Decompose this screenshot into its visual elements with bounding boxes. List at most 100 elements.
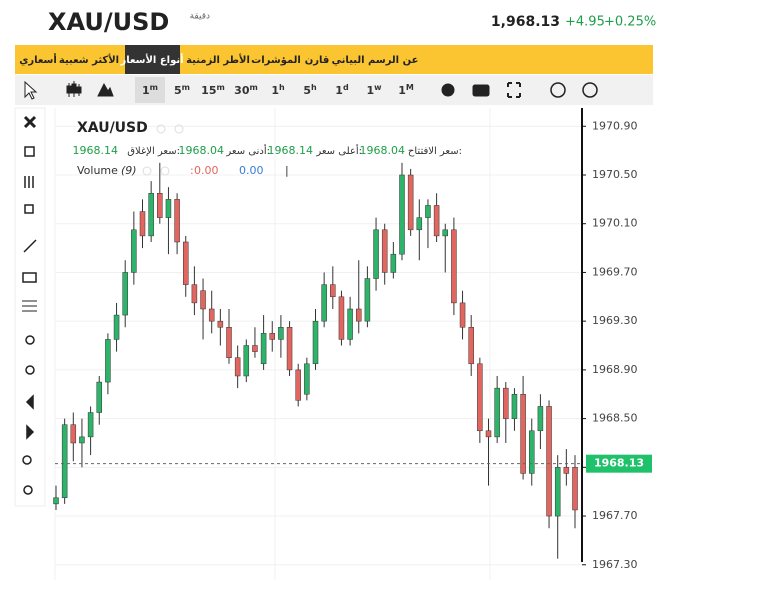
tool-right[interactable]	[26, 424, 35, 440]
y-tick-label: 1970.90	[592, 119, 638, 132]
candle-body	[529, 430, 535, 474]
area-icon[interactable]	[97, 82, 114, 97]
tf-unit: h	[279, 83, 285, 92]
tool-magnet[interactable]	[22, 455, 32, 465]
candles-icon[interactable]	[66, 81, 82, 97]
timeframe[interactable]: 1d	[335, 83, 349, 98]
toolbar	[15, 75, 653, 105]
candle-body	[217, 320, 224, 328]
low: 1968.04	[179, 144, 225, 157]
tool-clone[interactable]	[24, 204, 34, 214]
candle-body	[485, 430, 492, 438]
left-tools	[22, 115, 37, 495]
left-toolbar	[14, 107, 46, 507]
y-tick-label: 1967.30	[592, 558, 638, 571]
interval: دقيقة	[190, 12, 210, 22]
tool-lock[interactable]	[23, 485, 33, 495]
candle-body	[433, 205, 440, 237]
candle-body	[347, 308, 353, 340]
y-tick-label: 1969.70	[592, 265, 638, 278]
candle-body	[390, 253, 397, 273]
tool-clear-all[interactable]	[24, 176, 34, 188]
candle-body	[563, 467, 570, 474]
timeframe[interactable]: 5h	[303, 83, 317, 98]
tf-unit: m	[216, 83, 224, 92]
candle-body	[200, 290, 206, 310]
candle-body	[278, 327, 284, 340]
download-icon[interactable]	[550, 82, 566, 98]
timeframe[interactable]: 1w	[366, 83, 382, 98]
candle-body	[338, 296, 345, 340]
menu-item[interactable]: المؤشرات	[251, 55, 301, 66]
tf-number: 5	[174, 84, 182, 97]
timeframe[interactable]: 1m	[142, 83, 158, 98]
timeframe[interactable]: 5m	[174, 83, 190, 98]
candle-body	[330, 284, 336, 298]
timeframe[interactable]: 1M	[398, 83, 414, 98]
tool-line[interactable]	[23, 239, 37, 253]
candle-body	[494, 387, 500, 438]
candle-body	[381, 229, 388, 273]
tool-zoom-in[interactable]	[25, 335, 35, 345]
upload-icon[interactable]	[582, 82, 598, 98]
title: XAU/USD	[48, 8, 169, 36]
candle-body	[234, 357, 241, 377]
candle-body	[572, 467, 578, 511]
candle-body	[174, 199, 180, 243]
low-label: أدنى سعر:	[225, 144, 270, 157]
cursor-icon[interactable]	[24, 80, 38, 100]
candle-body	[511, 393, 518, 419]
candle-body	[304, 363, 310, 395]
tf-number: 5	[303, 84, 311, 97]
candle-body	[399, 174, 405, 255]
open: 1968.04	[360, 144, 406, 157]
tool-zoom-out[interactable]	[25, 365, 35, 375]
candle-body	[243, 345, 250, 377]
candle-body	[286, 327, 293, 371]
candle-body	[53, 497, 59, 505]
candle-body	[468, 327, 474, 365]
change-pct: +0.25%	[604, 15, 656, 30]
menu: أسعاري الأكثر شعبية أنواع الأسعار الأطر الز…	[19, 53, 418, 66]
volume-label: Volume	[77, 164, 118, 177]
tf-unit: w	[374, 83, 382, 92]
settings-icon[interactable]	[441, 83, 455, 97]
candle-body	[373, 229, 379, 279]
tool-fib[interactable]	[22, 300, 37, 312]
menu-item[interactable]: أسعاري	[19, 53, 57, 66]
menu-item[interactable]: قارن	[305, 55, 330, 66]
candle-body	[546, 406, 552, 517]
gear-icon[interactable]	[174, 124, 184, 134]
menu-item[interactable]: الأكثر شعبية	[59, 53, 119, 66]
tool-left[interactable]	[25, 394, 34, 410]
y-tick-label: 1967.70	[592, 509, 638, 522]
fullscreen-icon[interactable]	[507, 82, 521, 98]
price-tag-label: 1968.13	[594, 457, 644, 470]
legend-symbol: XAU/USD	[77, 120, 148, 136]
gear-icon[interactable]	[160, 166, 170, 176]
menu-item[interactable]: عن الرسم البياني	[332, 55, 419, 66]
y-tick-label: 1969.30	[592, 314, 638, 327]
tf-unit: d	[343, 83, 349, 92]
timeframe[interactable]: 1h	[271, 83, 285, 98]
close-label: سعر الإغلاق:	[127, 146, 180, 157]
timeframe[interactable]: 30m	[234, 83, 258, 98]
candle-body	[122, 272, 128, 316]
timeframe[interactable]: 15m	[201, 83, 225, 98]
tool-rect[interactable]	[22, 272, 37, 283]
candle-body	[416, 217, 423, 231]
camera-icon[interactable]	[472, 84, 490, 97]
tool-delete[interactable]	[23, 115, 37, 129]
tool-clear[interactable]	[24, 146, 35, 157]
tf-unit: m	[150, 83, 158, 92]
candle-body	[520, 393, 526, 474]
menu-item[interactable]: الأطر الزمنية	[186, 53, 250, 66]
candle-body	[442, 229, 448, 237]
eye-icon[interactable]	[156, 124, 166, 134]
cursor-mark: |	[285, 164, 289, 177]
menu-item[interactable]: أنواع الأسعار	[119, 53, 183, 66]
price: 1,968.13	[491, 14, 560, 30]
eye-icon[interactable]	[142, 166, 152, 176]
candle-body	[537, 406, 544, 432]
candle-body	[321, 284, 327, 322]
